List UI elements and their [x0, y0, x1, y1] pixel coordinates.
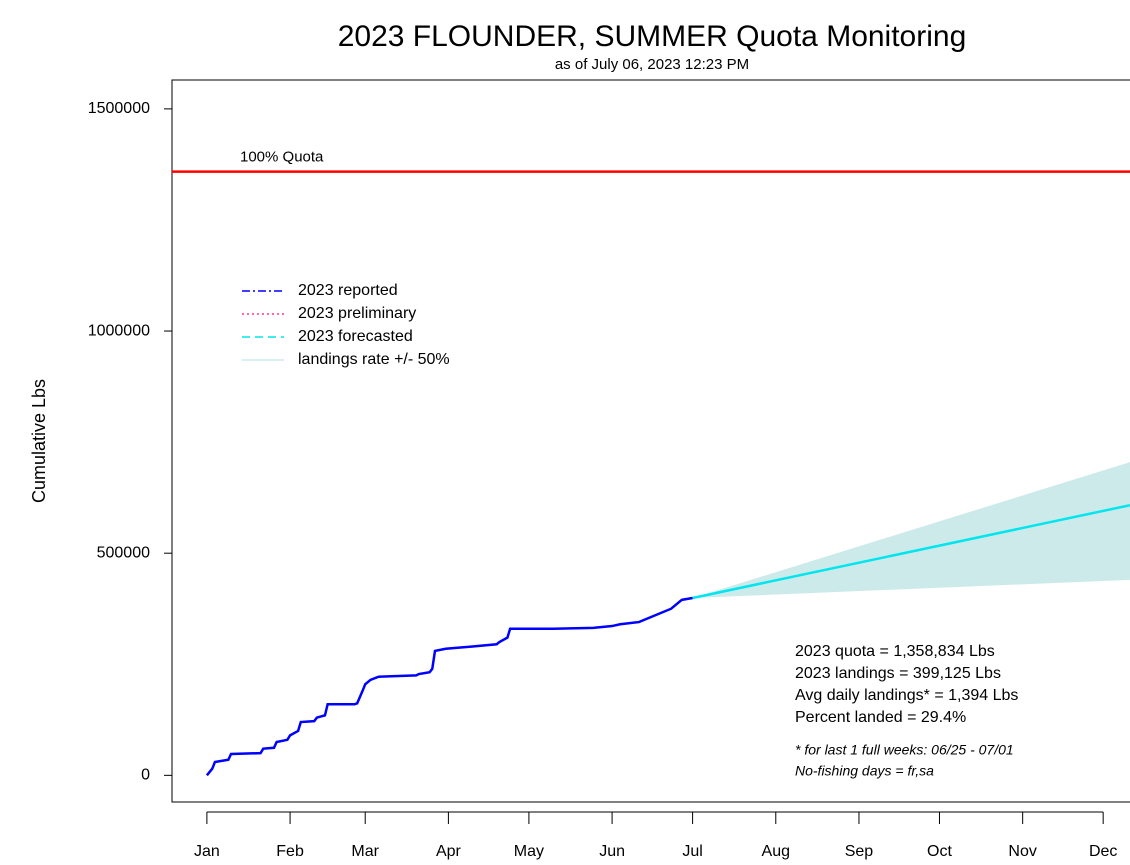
- plot-area: [172, 170, 1130, 777]
- y-tick-label: 500000: [97, 544, 150, 561]
- stats-text: No-fishing days = fr,sa: [795, 763, 934, 779]
- chart-title: 2023 FLOUNDER, SUMMER Quota Monitoring: [338, 20, 967, 53]
- legend-label: 2023 reported: [298, 282, 398, 299]
- legend-label: landings rate +/- 50%: [298, 351, 450, 368]
- x-tick-label: Apr: [436, 843, 462, 860]
- stats-text: 2023 landings = 399,125 Lbs: [795, 665, 1001, 682]
- x-tick-label: Mar: [351, 843, 379, 860]
- quota-label: 100% Quota: [240, 149, 324, 166]
- x-tick-label: Jul: [682, 843, 702, 860]
- x-tick-label: Jun: [599, 843, 625, 860]
- x-tick-label: Nov: [1008, 843, 1036, 860]
- x-tick-label: Aug: [762, 843, 790, 860]
- stats-text: * for last 1 full weeks: 06/25 - 07/01: [795, 742, 1014, 758]
- x-tick-label: Oct: [927, 843, 952, 860]
- chart-subtitle: as of July 06, 2023 12:23 PM: [555, 56, 749, 73]
- forecast-band: [692, 462, 1130, 599]
- stats-text: Percent landed = 29.4%: [795, 709, 966, 726]
- y-tick-label: 1500000: [88, 100, 150, 117]
- x-tick-label: Dec: [1089, 843, 1117, 860]
- stats-text: 2023 quota = 1,358,834 Lbs: [795, 643, 995, 660]
- y-tick-label: 1000000: [88, 322, 150, 339]
- y-axis-label: Cumulative Lbs: [29, 379, 49, 503]
- x-tick-label: Feb: [276, 843, 304, 860]
- legend-label: 2023 preliminary: [298, 305, 416, 322]
- series-line: [205, 596, 693, 777]
- stats-text: Avg daily landings* = 1,394 Lbs: [795, 687, 1018, 704]
- series-line: [692, 503, 1130, 600]
- legend-label: 2023 forecasted: [298, 328, 413, 345]
- x-tick-label: May: [514, 843, 544, 860]
- x-tick-label: Jan: [194, 843, 220, 860]
- x-tick-label: Sep: [845, 843, 874, 860]
- plot-frame: [171, 79, 1130, 803]
- y-tick-label: 0: [141, 767, 150, 784]
